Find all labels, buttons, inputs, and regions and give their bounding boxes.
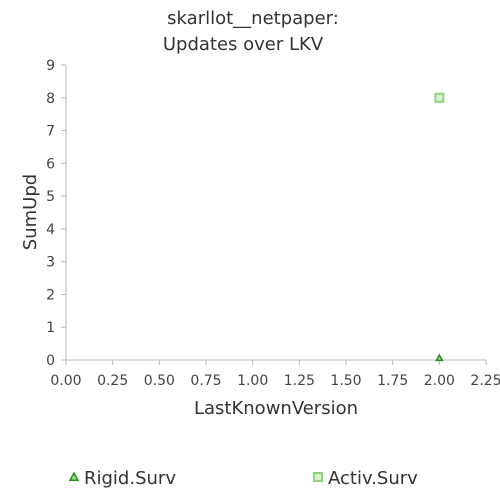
axes: [61, 64, 487, 365]
legend-label-activ-surv: Activ.Surv: [328, 468, 418, 489]
chart-title-line-2: Updates over LKV: [163, 34, 324, 55]
y-tick-label: 9: [46, 58, 55, 74]
data-point-activ-surv: [434, 92, 445, 103]
y-tick-label: 7: [46, 124, 55, 140]
x-tick-label: 1.00: [237, 373, 268, 389]
legend-item-rigid-surv: Rigid.Surv: [68, 468, 176, 489]
y-tick-label: 4: [46, 222, 55, 238]
y-tick-label: 3: [46, 255, 55, 271]
y-tick-label: 1: [46, 320, 55, 336]
legend-label-rigid-surv: Rigid.Surv: [84, 468, 176, 489]
legend-marker-rigid-surv: [68, 471, 80, 481]
x-tick-label: 2.00: [424, 373, 455, 389]
chart-title-line-1: skarllot__netpaper:: [167, 8, 339, 29]
legend-item-activ-surv: Activ.Surv: [313, 468, 418, 489]
y-tick-label: 8: [46, 91, 55, 107]
x-tick-label: 1.50: [330, 373, 361, 389]
x-tick-label: 2.25: [470, 373, 500, 389]
x-tick-label: 1.25: [284, 373, 315, 389]
data-points: [434, 92, 445, 362]
y-tick-label: 6: [46, 156, 55, 172]
tick-labels: 0 1 2 3 4 5 6 7 8 9 0.00 0.25 0.50 0.75 1.00 1.25 1.50 1.…: [46, 58, 500, 389]
x-tick-label: 0.50: [144, 373, 175, 389]
legend: Rigid.Surv Activ.Surv: [68, 468, 418, 489]
x-tick-label: 1.75: [377, 373, 408, 389]
y-axis-label: SumUpd: [20, 174, 41, 250]
x-tick-label: 0.75: [190, 373, 221, 389]
y-tick-label: 2: [46, 287, 55, 303]
data-point-rigid-surv: [435, 353, 444, 362]
x-tick-label: 0.25: [97, 373, 128, 389]
y-tick-label: 0: [46, 353, 55, 369]
x-tick-label: 0.00: [50, 373, 81, 389]
x-axis-label: LastKnownVersion: [194, 398, 358, 419]
legend-marker-activ-surv: [313, 472, 323, 482]
y-tick-label: 5: [46, 189, 55, 205]
